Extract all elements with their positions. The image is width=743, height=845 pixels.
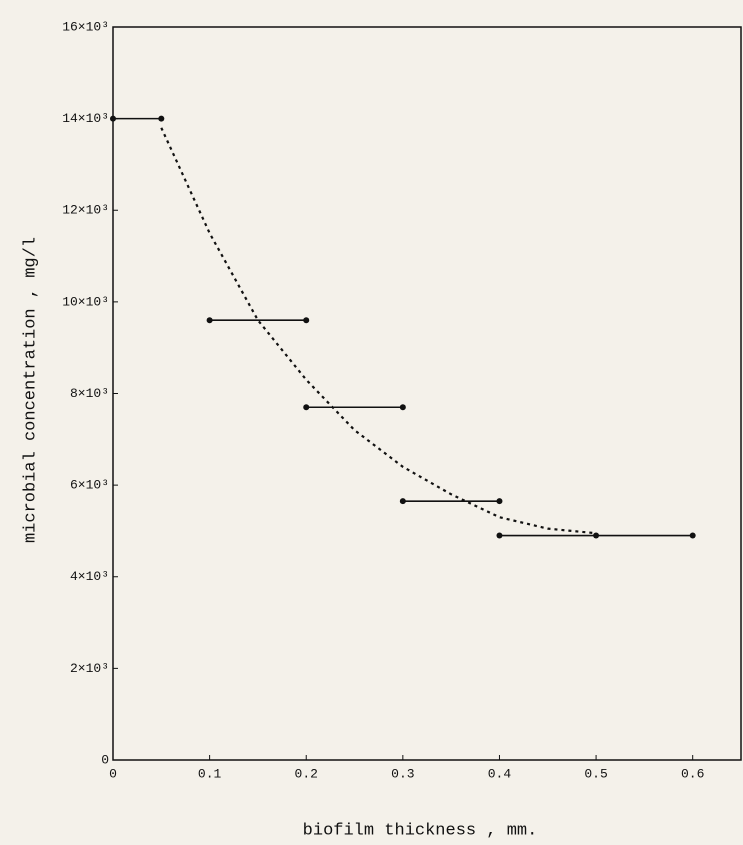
point bbox=[110, 116, 116, 122]
point bbox=[400, 498, 406, 504]
x-tick-label: 0.3 bbox=[391, 766, 414, 781]
y-tick-label: 12×10³ bbox=[62, 203, 109, 218]
x-tick-label: 0.6 bbox=[681, 766, 704, 781]
point bbox=[496, 533, 502, 539]
point bbox=[303, 317, 309, 323]
point bbox=[690, 533, 696, 539]
x-tick-label: 0.2 bbox=[295, 766, 318, 781]
point bbox=[400, 404, 406, 410]
y-tick-label: 6×10³ bbox=[70, 478, 109, 493]
point bbox=[496, 498, 502, 504]
point bbox=[158, 116, 164, 122]
fit-curve bbox=[161, 128, 596, 533]
point bbox=[593, 533, 599, 539]
x-tick-label: 0.4 bbox=[488, 766, 512, 781]
y-tick-label: 2×10³ bbox=[70, 661, 109, 676]
y-tick-label: 10×10³ bbox=[62, 294, 109, 309]
y-tick-label: 8×10³ bbox=[70, 386, 109, 401]
x-tick-label: 0 bbox=[109, 766, 117, 781]
plot-frame bbox=[113, 27, 741, 760]
point bbox=[207, 317, 213, 323]
chart: microbial concentration , mg/l biofilm t… bbox=[0, 0, 743, 845]
point bbox=[303, 404, 309, 410]
y-tick-label: 14×10³ bbox=[62, 111, 109, 126]
x-tick-label: 0.1 bbox=[198, 766, 222, 781]
y-tick-label: 4×10³ bbox=[70, 569, 109, 584]
x-tick-label: 0.5 bbox=[584, 766, 607, 781]
x-axis-label: biofilm thickness , mm. bbox=[303, 821, 538, 840]
y-tick-label: 16×10³ bbox=[62, 19, 109, 34]
y-axis-label: microbial concentration , mg/l bbox=[21, 237, 40, 543]
y-tick-label: 0 bbox=[101, 752, 109, 767]
